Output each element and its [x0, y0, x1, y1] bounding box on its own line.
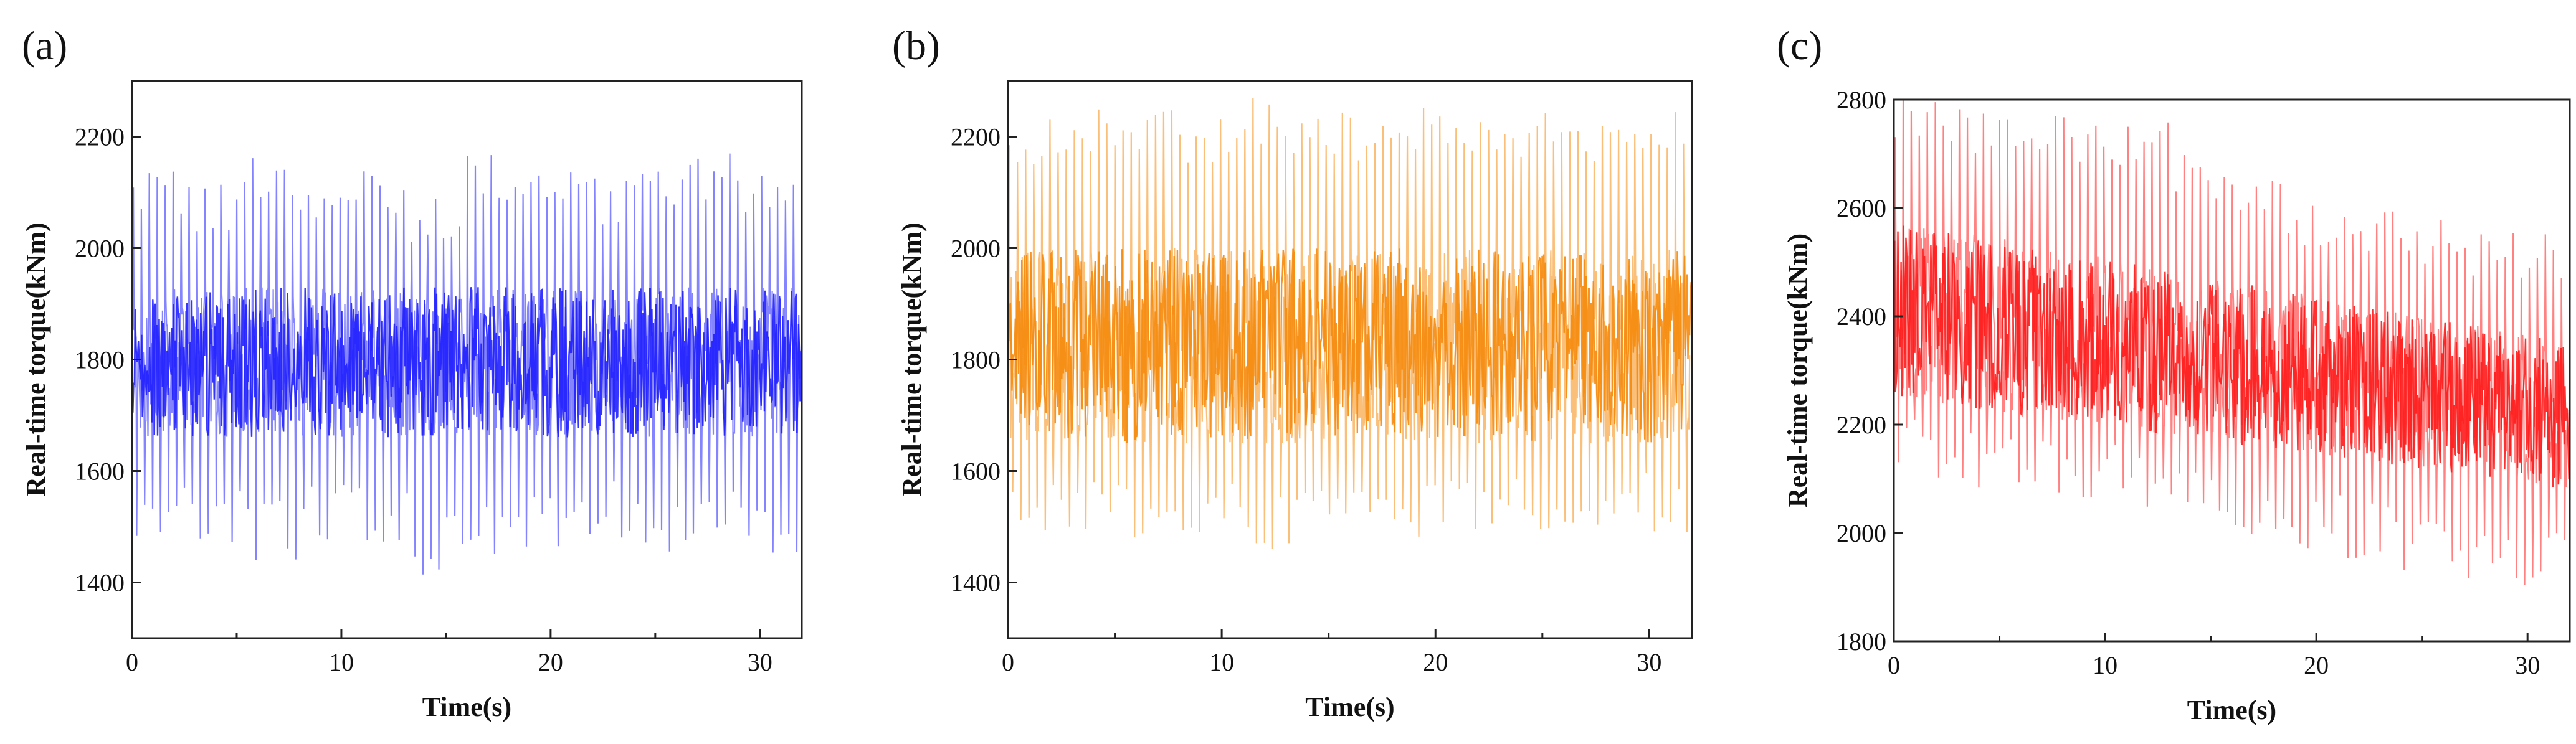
chart-b: (b) 1400 1600 1800 2000 2200 0 10 20 30 Time(s) Rea…	[892, 23, 1693, 722]
series-line-core	[1894, 225, 2570, 487]
series-line-core	[132, 287, 802, 438]
x-tick-label: 10	[1209, 648, 1234, 676]
y-tick-label: 1400	[951, 569, 1000, 597]
y-tick-label: 1800	[75, 346, 125, 374]
y-tick-label: 2000	[75, 235, 125, 263]
panel-c: (c) 1800 2000 2200 2400 2600 2800 0 10 20 30 Time(s…	[1719, 0, 2576, 744]
y-tick-label: 1800	[1837, 628, 1886, 656]
x-tick-label: 20	[2304, 651, 2329, 679]
panel-b: (b) 1400 1600 1800 2000 2200 0 10 20 30 Time(s) Rea…	[860, 0, 1719, 744]
y-tick-label: 2800	[1837, 86, 1886, 114]
panel-label: (a)	[22, 23, 67, 68]
y-tick-label: 2000	[1837, 519, 1886, 547]
y-tick-label: 1400	[75, 569, 125, 597]
x-axis-label: Time(s)	[2187, 695, 2276, 725]
y-tick-label: 2400	[1837, 303, 1886, 331]
series-line-core	[1008, 248, 1692, 443]
x-tick-label: 0	[1888, 651, 1900, 679]
chart-a: (a) 1400 1600 1800 2000 2200 0 10 20 30 Time(s) Rea…	[21, 23, 803, 722]
y-tick-label: 1600	[951, 458, 1000, 486]
plot-frame	[1893, 98, 2571, 643]
x-tick-label: 20	[538, 648, 563, 676]
y-tick-label: 1600	[75, 458, 125, 486]
y-tick-label: 2200	[951, 123, 1000, 151]
x-tick-label: 0	[1002, 648, 1014, 676]
x-tick-label: 30	[2515, 651, 2540, 679]
y-axis-label: Real-time torque(kNm)	[896, 222, 927, 496]
x-axis-label: Time(s)	[1305, 692, 1394, 722]
x-tick-label: 20	[1423, 648, 1448, 676]
y-tick-label: 2200	[75, 123, 125, 151]
y-axis-label: Real-time torque(kNm)	[21, 222, 51, 496]
x-tick-label: 0	[126, 648, 138, 676]
x-tick-label: 10	[2093, 651, 2117, 679]
panel-label: (b)	[892, 23, 940, 68]
y-axis-label: Real-time torque(kNm)	[1782, 233, 1813, 507]
y-tick-label: 2200	[1837, 411, 1886, 439]
y-tick-label: 2600	[1837, 194, 1886, 222]
panel-label: (c)	[1777, 23, 1822, 68]
y-tick-label: 1800	[951, 346, 1000, 374]
chart-c: (c) 1800 2000 2200 2400 2600 2800 0 10 20 30 Time(s…	[1777, 23, 2571, 725]
x-tick-label: 30	[748, 648, 772, 676]
x-axis-label: Time(s)	[422, 692, 511, 722]
x-tick-label: 30	[1637, 648, 1661, 676]
y-tick-label: 2000	[951, 235, 1000, 263]
panel-a: (a) 1400 1600 1800 2000 2200 0 10 20 30 Time(s) Rea…	[0, 0, 860, 744]
x-tick-label: 10	[329, 648, 354, 676]
